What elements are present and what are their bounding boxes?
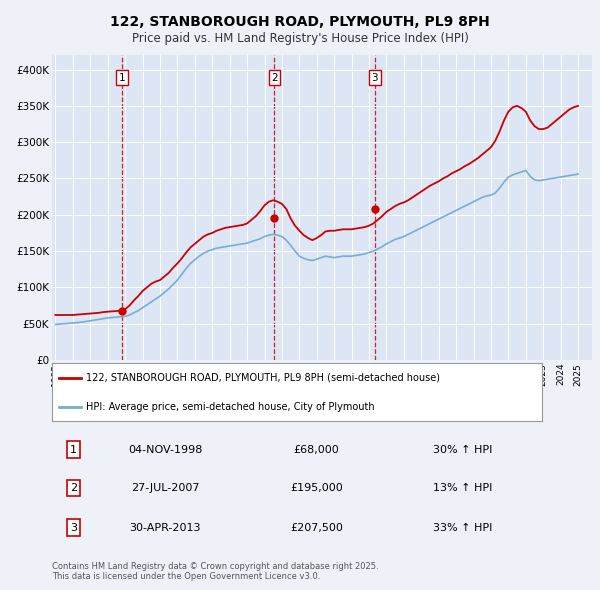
Text: 30-APR-2013: 30-APR-2013: [130, 523, 201, 533]
Text: HPI: Average price, semi-detached house, City of Plymouth: HPI: Average price, semi-detached house,…: [86, 402, 375, 411]
Text: 122, STANBOROUGH ROAD, PLYMOUTH, PL9 8PH: 122, STANBOROUGH ROAD, PLYMOUTH, PL9 8PH: [110, 15, 490, 29]
Text: £195,000: £195,000: [290, 483, 343, 493]
Text: 2: 2: [70, 483, 77, 493]
Text: 1: 1: [119, 73, 125, 83]
Text: 122, STANBOROUGH ROAD, PLYMOUTH, PL9 8PH (semi-detached house): 122, STANBOROUGH ROAD, PLYMOUTH, PL9 8PH…: [86, 372, 440, 382]
Text: 30% ↑ HPI: 30% ↑ HPI: [433, 445, 492, 455]
Text: 33% ↑ HPI: 33% ↑ HPI: [433, 523, 492, 533]
Text: £68,000: £68,000: [294, 445, 340, 455]
Text: 3: 3: [70, 523, 77, 533]
Text: 27-JUL-2007: 27-JUL-2007: [131, 483, 200, 493]
Text: 04-NOV-1998: 04-NOV-1998: [128, 445, 203, 455]
Text: £207,500: £207,500: [290, 523, 343, 533]
Text: 1: 1: [70, 445, 77, 455]
Text: Contains HM Land Registry data © Crown copyright and database right 2025.
This d: Contains HM Land Registry data © Crown c…: [52, 562, 379, 581]
Text: 13% ↑ HPI: 13% ↑ HPI: [433, 483, 492, 493]
Text: 2: 2: [271, 73, 278, 83]
Text: Price paid vs. HM Land Registry's House Price Index (HPI): Price paid vs. HM Land Registry's House …: [131, 32, 469, 45]
Text: 3: 3: [371, 73, 378, 83]
